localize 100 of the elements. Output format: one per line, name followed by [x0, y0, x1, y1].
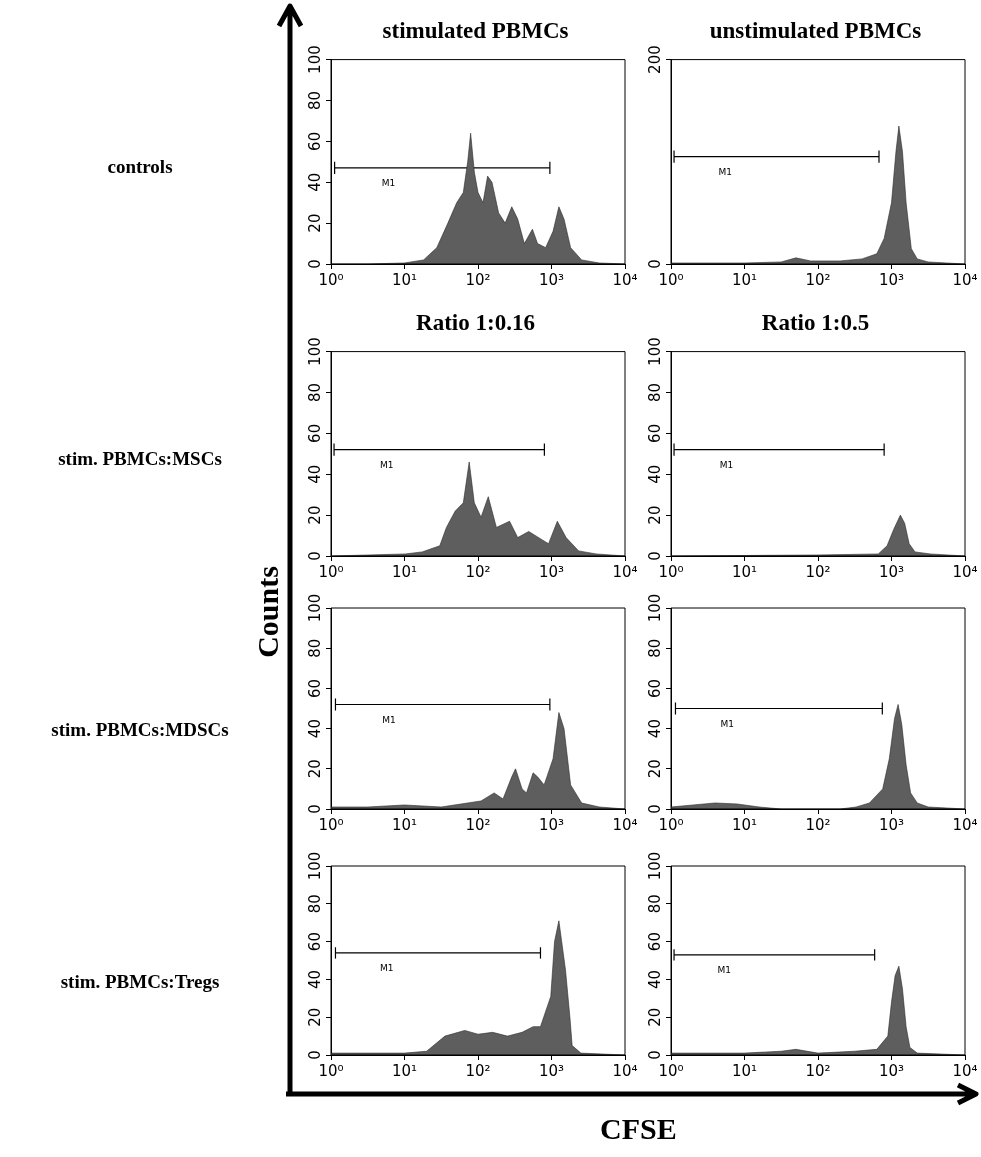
x-tick-label: 10⁰ [658, 1061, 684, 1080]
y-tick-label: 0 [646, 551, 665, 561]
y-tick-label: 40 [646, 464, 665, 484]
x-tick-label: 10¹ [391, 815, 418, 834]
annotation: M1 [379, 460, 394, 471]
y-tick-label: 100 [646, 337, 665, 366]
y-tick-label: 0 [646, 259, 665, 269]
x-tick-label: 10⁰ [318, 1061, 344, 1080]
y-tick-label: 0 [646, 1050, 665, 1060]
y-tick-label: 80 [306, 894, 325, 914]
x-tick-label: 10⁰ [658, 815, 684, 834]
y-tick-label: 80 [306, 90, 325, 111]
annotation: M1 [720, 718, 734, 729]
chart-title: Ratio 1:0.16 [416, 309, 535, 335]
annotation: M1 [382, 714, 396, 725]
y-tick-label: 0 [306, 259, 325, 269]
y-tick-label: 60 [646, 932, 665, 952]
x-tick-label: 10⁴ [612, 270, 638, 289]
y-tick-label: 20 [306, 213, 325, 233]
y-tick-label: 60 [646, 423, 665, 443]
y-tick-label: 100 [306, 593, 325, 623]
chart-title: Ratio 1:0.5 [761, 309, 870, 335]
text: stim. PBMCs:Tregs [59, 970, 221, 993]
y-tick-label: 0 [306, 1050, 325, 1060]
y-tick-label: 60 [646, 678, 665, 698]
y-tick-label: 40 [306, 969, 325, 989]
x-tick-label: 10⁰ [658, 562, 684, 581]
x-tick-label: 10¹ [731, 815, 758, 834]
x-tick-label: 10¹ [731, 562, 758, 581]
y-tick-label: 80 [646, 894, 665, 914]
x-tick-label: 10¹ [391, 1061, 418, 1080]
x-tick-label: 10² [465, 270, 491, 289]
y-tick-label: 60 [306, 131, 325, 151]
x-tick-label: 10⁴ [952, 1061, 978, 1080]
y-tick-label: 0 [306, 551, 325, 561]
x-tick-label: 10³ [878, 270, 905, 289]
y-tick-label: 40 [306, 172, 325, 192]
y-tick-label: 80 [306, 638, 325, 658]
x-tick-label: 10³ [538, 562, 565, 581]
x-tick-label: 10¹ [391, 270, 418, 289]
y-tick-label: 20 [646, 1007, 665, 1027]
x-tick-label: 10² [805, 270, 831, 289]
x-tick-label: 10³ [878, 562, 905, 581]
x-tick-label: 10⁰ [658, 270, 684, 289]
x-tick-label: 10² [805, 1061, 831, 1080]
annotation: M1 [379, 963, 394, 974]
y-tick-label: 60 [306, 678, 325, 698]
x-tick-label: 10¹ [731, 1061, 758, 1080]
x-tick-label: 10¹ [731, 270, 758, 289]
y-tick-label: 100 [306, 337, 325, 366]
annotation: M1 [719, 460, 734, 471]
x-tick-label: 10² [805, 562, 831, 581]
y-tick-label: 100 [646, 851, 665, 881]
y-tick-label: 40 [306, 464, 325, 484]
y-tick-label: 20 [306, 505, 325, 525]
annotation: M1 [718, 167, 733, 178]
x-tick-label: 10³ [878, 815, 905, 834]
x-axis-title: CFSE [600, 1112, 677, 1146]
y-tick-label: 100 [306, 851, 325, 881]
y-tick-label: 20 [306, 759, 325, 779]
x-tick-label: 10⁴ [952, 815, 978, 834]
x-tick-label: 10⁴ [952, 562, 978, 581]
x-tick-label: 10³ [878, 1061, 905, 1080]
y-tick-label: 20 [646, 505, 665, 525]
x-tick-label: 10³ [538, 815, 565, 834]
x-tick-label: 10⁴ [612, 1061, 638, 1080]
annotation: M1 [717, 965, 731, 976]
y-tick-label: 0 [646, 804, 665, 814]
y-tick-label: 60 [306, 932, 325, 952]
annotation: M1 [381, 178, 396, 189]
x-tick-label: 10² [465, 1061, 491, 1080]
y-tick-label: 200 [646, 45, 665, 74]
x-tick-label: 10³ [538, 270, 565, 289]
x-tick-label: 10² [805, 815, 831, 834]
text: stim. PBMCs:MDSCs [50, 718, 230, 741]
x-tick-label: 10³ [538, 1061, 565, 1080]
x-tick-label: 10² [465, 815, 491, 834]
y-tick-label: 60 [306, 423, 325, 443]
y-tick-label: 80 [646, 638, 665, 658]
chart-title: unstimulated PBMCs [709, 17, 922, 43]
x-tick-label: 10⁴ [612, 562, 638, 581]
y-tick-label: 40 [646, 719, 665, 739]
chart-title: stimulated PBMCs [382, 17, 569, 43]
y-tick-label: 40 [646, 969, 665, 989]
y-tick-label: 0 [306, 804, 325, 814]
x-tick-label: 10⁴ [952, 270, 978, 289]
y-axis-title: Counts [250, 566, 285, 658]
x-tick-label: 10⁰ [318, 815, 344, 834]
text: stim. PBMCs:MSCs [57, 448, 223, 471]
x-tick-label: 10⁰ [318, 562, 344, 581]
y-tick-label: 100 [646, 593, 665, 623]
x-tick-label: 10⁰ [318, 270, 344, 289]
y-tick-label: 40 [306, 719, 325, 739]
x-tick-label: 10⁴ [612, 815, 638, 834]
x-tick-label: 10¹ [391, 562, 418, 581]
text: controls [106, 156, 174, 179]
y-tick-label: 20 [646, 759, 665, 779]
y-tick-label: 80 [646, 382, 665, 403]
y-tick-label: 80 [306, 382, 325, 403]
x-tick-label: 10² [465, 562, 491, 581]
